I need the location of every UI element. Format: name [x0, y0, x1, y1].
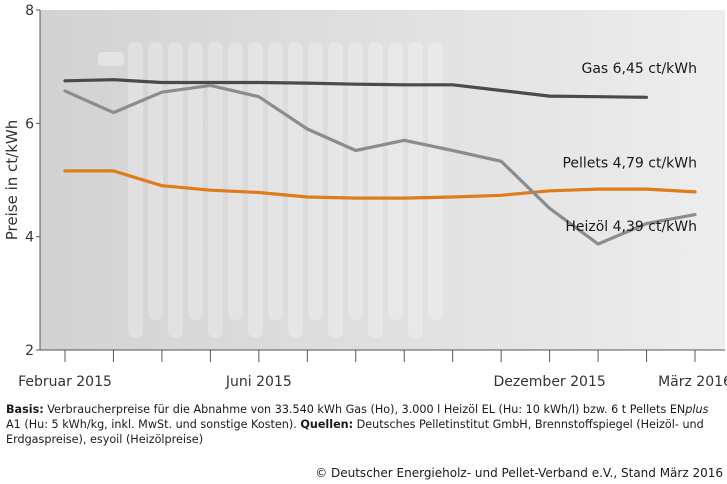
radiator-valve — [98, 52, 124, 66]
plot-background — [40, 10, 725, 350]
radiator-fin — [328, 42, 343, 338]
x-tick-label: März 2016 — [658, 374, 727, 390]
series-labels: Gas 6,45 ct/kWh Pellets 4,79 ct/kWh Heizöl… — [562, 61, 697, 235]
radiator-watermark — [98, 42, 443, 338]
radiator-fin — [188, 42, 203, 320]
sources-label: Quellen: — [300, 418, 354, 431]
series-label-pellets: Pellets 4,79 ct/kWh — [562, 156, 697, 172]
radiator-fin — [148, 42, 163, 320]
radiator-fin — [308, 42, 323, 320]
radiator-fin — [288, 42, 303, 338]
x-tick-label: Juni 2015 — [225, 374, 292, 390]
basis-note: Basis: Verbraucherpreise für die Abnahme… — [6, 402, 724, 447]
series-label-gas: Gas 6,45 ct/kWh — [581, 61, 697, 77]
series-line-gas — [63, 78, 649, 99]
radiator-fin — [368, 42, 383, 338]
series-line-heizöl — [63, 83, 697, 246]
sources-text: Deutsches Pelletinstitut GmbH, Brennstof… — [6, 418, 704, 446]
series-label-heizöl: Heizöl 4,39 ct/kWh — [565, 219, 697, 235]
radiator-fin — [388, 42, 403, 320]
basis-label: Basis: — [6, 403, 44, 416]
radiator-fin — [248, 42, 263, 338]
series-line-pellets — [63, 169, 697, 200]
basis-text-2: A1 (Hu: 5 kWh/kg, inkl. MwSt. und sonsti… — [6, 418, 301, 431]
y-tick-label: 4 — [25, 230, 34, 246]
radiator-fin — [408, 42, 423, 338]
radiator-fin — [228, 42, 243, 320]
axes: 2 4 6 8 Februar 2015 Juni 2015 Dezember 2015 Mä… — [18, 3, 727, 390]
radiator-fin — [348, 42, 363, 320]
radiator-fin — [128, 42, 143, 338]
y-tick-label: 2 — [25, 343, 34, 359]
copyright: © Deutscher Energieholz- und Pellet-Verb… — [315, 466, 723, 480]
price-chart: 2 4 6 8 Februar 2015 Juni 2015 Dezember 2015 Mä… — [3, 3, 727, 390]
x-tick-label: Februar 2015 — [18, 374, 112, 390]
x-tick-label: Dezember 2015 — [493, 374, 605, 390]
y-axis-label: Preise in ct/kWh — [3, 120, 21, 240]
basis-text: Verbraucherpreise für die Abnahme von 33… — [43, 403, 686, 416]
basis-plus: plus — [685, 403, 709, 416]
y-tick-label: 6 — [25, 116, 34, 132]
radiator-fin — [168, 42, 183, 338]
radiator-fin — [428, 42, 443, 320]
y-tick-label: 8 — [25, 3, 34, 19]
series-layer — [63, 78, 697, 246]
